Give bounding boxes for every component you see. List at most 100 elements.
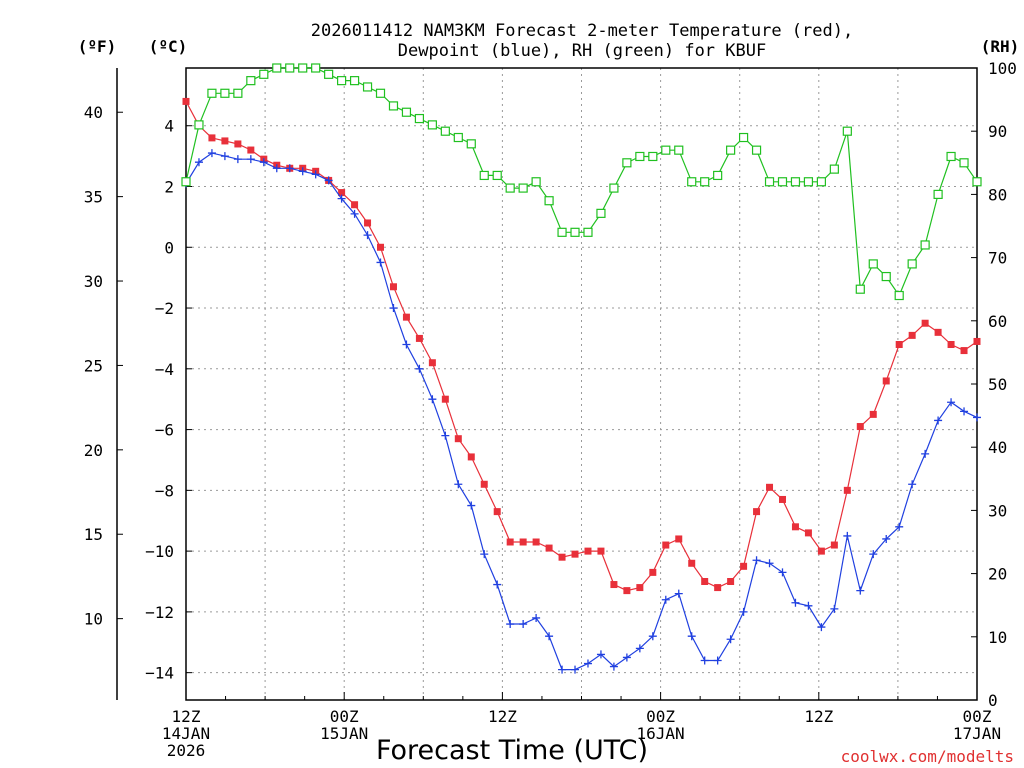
rh-point	[285, 63, 295, 73]
temperature-point	[778, 495, 786, 503]
dewpoint-point	[830, 604, 839, 613]
dewpoint-point	[947, 398, 956, 407]
rh-point	[583, 227, 593, 237]
temperature-point	[597, 547, 605, 555]
x-axis-label: Forecast Time (UTC)	[376, 735, 648, 766]
rh-point	[220, 88, 230, 98]
rh-tick-label: 30	[988, 501, 1007, 520]
dewpoint-point	[376, 258, 385, 267]
rh-point	[751, 145, 762, 155]
temperature-point	[610, 581, 618, 589]
temperature-point	[441, 395, 449, 403]
gridlines	[186, 68, 977, 700]
rh-point	[518, 183, 528, 193]
dewpoint-point	[648, 632, 657, 641]
dewpoint-point	[973, 413, 981, 422]
dewpoint-point	[934, 416, 943, 425]
time-tick-label: 2026	[167, 741, 206, 760]
series-layer	[181, 63, 982, 674]
rh-point	[505, 183, 515, 193]
dewpoint-point	[519, 620, 528, 629]
rh-point	[388, 101, 399, 111]
rh-tick-label: 70	[988, 249, 1007, 268]
rh-point	[894, 290, 904, 301]
series-dewpoint	[182, 149, 981, 674]
rh-point	[609, 183, 619, 193]
rh-point	[726, 145, 736, 155]
rh-point	[907, 259, 917, 269]
temperature-point	[804, 529, 812, 537]
rh-point	[362, 82, 373, 92]
rh-point	[648, 151, 658, 162]
temperature-point	[247, 146, 255, 154]
dewpoint-point	[752, 556, 761, 565]
time-tick-label: 17JAN	[953, 724, 1001, 743]
rh-point	[855, 284, 865, 294]
rh-point	[764, 177, 775, 187]
dewpoint-point	[960, 407, 969, 416]
temperature-point	[545, 544, 553, 552]
dewpoint-point	[596, 650, 605, 659]
rh-point	[661, 145, 671, 155]
temperature-point	[364, 219, 372, 227]
temperature-point	[973, 337, 981, 345]
rh-point	[713, 170, 723, 181]
rh-point	[816, 177, 826, 187]
temperature-point	[869, 410, 877, 418]
rh-tick-label: 80	[988, 185, 1007, 204]
rh-point	[324, 69, 334, 79]
dewpoint-point	[571, 665, 580, 674]
rh-point	[842, 126, 852, 136]
rh-point	[881, 271, 891, 282]
rh-point	[803, 177, 814, 187]
temperature-point	[623, 587, 631, 595]
rh-point	[427, 120, 437, 130]
time-tick-label: 15JAN	[320, 724, 368, 743]
dewpoint-point	[778, 568, 787, 577]
dewpoint-point	[622, 653, 631, 662]
dewpoint-point	[583, 659, 592, 668]
dewpoint-line	[185, 152, 978, 671]
rh-point	[414, 113, 425, 124]
dewpoint-point	[882, 534, 891, 543]
temperature-point	[727, 578, 735, 585]
dewpoint-point	[272, 164, 281, 173]
rh-point	[466, 139, 476, 149]
rh-point	[349, 76, 360, 86]
rh-point	[272, 63, 282, 73]
series-rh	[181, 63, 982, 301]
temperature-point	[389, 283, 397, 291]
celsius-tick-label: 4	[164, 117, 174, 136]
temperature-point	[895, 341, 903, 348]
temperature-point	[753, 508, 761, 516]
temperature-point	[843, 486, 851, 494]
rh-point	[674, 145, 684, 155]
temperature-point	[532, 538, 540, 546]
rh-point	[868, 259, 878, 269]
dewpoint-point	[843, 531, 852, 540]
celsius-tick-label: −10	[145, 542, 174, 561]
dewpoint-point	[363, 231, 372, 240]
dewpoint-point	[545, 632, 554, 641]
dewpoint-point	[311, 170, 320, 179]
time-tick-label: 14JAN	[162, 724, 210, 743]
dewpoint-point	[687, 632, 696, 641]
celsius-tick-label: 2	[164, 178, 174, 197]
fahrenheit-axis: 40 35 30 25 20 15 10	[84, 103, 123, 629]
temperature-point	[519, 538, 527, 546]
rh-point	[933, 189, 943, 199]
dewpoint-point	[324, 176, 333, 185]
fahrenheit-tick-label: 30	[84, 272, 103, 291]
dewpoint-point	[674, 589, 683, 598]
temperature-point	[506, 538, 514, 546]
rh-point	[246, 76, 256, 86]
rh-point	[700, 177, 710, 187]
fahrenheit-tick-label: 35	[84, 188, 103, 207]
fahrenheit-tick-label: 15	[84, 525, 103, 544]
dewpoint-point	[337, 194, 346, 203]
rh-point	[687, 177, 697, 187]
rh-point	[959, 158, 969, 168]
dewpoint-point	[869, 550, 878, 559]
dewpoint-point	[467, 501, 476, 510]
dewpoint-point	[350, 209, 359, 218]
